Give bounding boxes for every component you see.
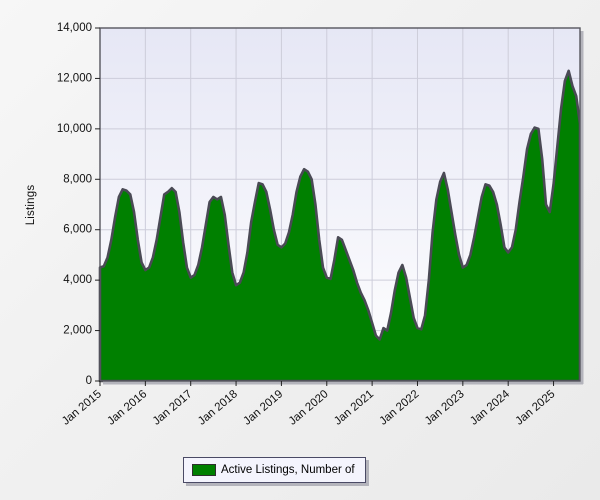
y-tick-label: 14,000 — [57, 22, 92, 34]
legend-swatch-icon — [192, 464, 216, 476]
x-tick-label: Jan 2019 — [241, 388, 285, 428]
x-tick-label: Jan 2025 — [514, 388, 558, 428]
y-tick-label: 10,000 — [57, 123, 92, 135]
plot-border — [99, 27, 581, 382]
x-tick-label: Jan 2018 — [196, 388, 240, 428]
x-tick-label: Jan 2015 — [60, 388, 104, 428]
x-tick-label: Jan 2022 — [377, 388, 421, 428]
x-tick-label: Jan 2016 — [105, 388, 149, 428]
y-tick-label: 4,000 — [63, 274, 92, 286]
x-tick-label: Jan 2023 — [423, 388, 467, 428]
y-axis-title: Listings — [25, 184, 37, 226]
x-tick-label: Jan 2017 — [151, 388, 195, 428]
y-tick-label: 12,000 — [57, 72, 92, 84]
x-tick-label: Jan 2024 — [468, 388, 512, 428]
x-tick-label: Jan 2021 — [332, 388, 376, 428]
legend-label: Active Listings, Number of — [221, 464, 355, 476]
x-tick-label: Jan 2020 — [287, 388, 331, 428]
legend-box: Active Listings, Number of — [183, 457, 366, 483]
y-tick-label: 6,000 — [63, 224, 92, 236]
y-tick-label: 2,000 — [63, 325, 92, 337]
y-tick-label: 0 — [86, 375, 92, 387]
y-tick-label: 8,000 — [63, 173, 92, 185]
area-series — [98, 69, 582, 383]
